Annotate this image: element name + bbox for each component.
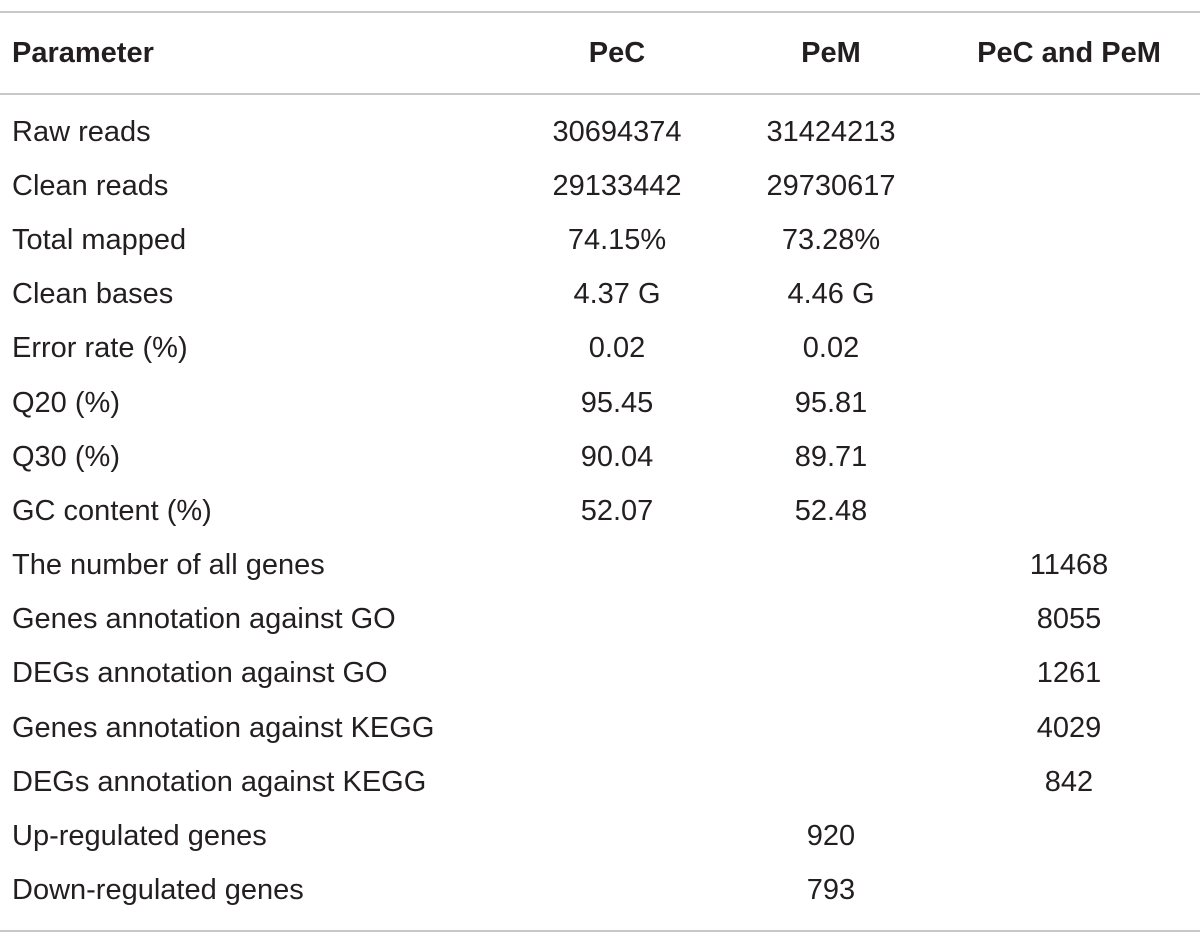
cell-pem: 29730617 <box>766 169 896 202</box>
header-pem: PeM <box>801 36 861 69</box>
cell-pem <box>724 647 938 701</box>
cell-pem: 89.71 <box>794 440 868 473</box>
table-row: Up-regulated genes 920 <box>0 809 1200 863</box>
cell-parameter: Clean bases <box>12 278 174 311</box>
cell-pec: 4.37 G <box>573 278 661 311</box>
cell-pec <box>510 701 724 755</box>
cell-pec-and-pem <box>938 864 1200 918</box>
cell-pec <box>510 755 724 809</box>
table-top-rule <box>0 11 1200 13</box>
cell-pem <box>724 701 938 755</box>
cell-pem: 793 <box>806 874 856 907</box>
cell-pec <box>510 593 724 647</box>
table-row: The number of all genes 11468 <box>0 539 1200 593</box>
header-parameter: Parameter <box>12 36 154 69</box>
cell-pec <box>510 539 724 593</box>
cell-pec: 95.45 <box>580 386 654 419</box>
cell-pec-and-pem <box>938 268 1200 322</box>
table-bottom-rule <box>0 930 1200 932</box>
cell-pec-and-pem <box>938 159 1200 213</box>
cell-pec: 0.02 <box>588 332 646 365</box>
cell-parameter: Q20 (%) <box>12 386 120 419</box>
table-row: Q20 (%) 95.45 95.81 <box>0 376 1200 430</box>
cell-pec-and-pem: 8055 <box>1036 603 1102 636</box>
table-row: Clean reads 29133442 29730617 <box>0 159 1200 213</box>
cell-pec <box>510 864 724 918</box>
cell-parameter: DEGs annotation against KEGG <box>12 765 427 798</box>
cell-pec: 74.15% <box>567 223 667 256</box>
header-spacer <box>0 93 1200 105</box>
cell-pem: 920 <box>806 820 856 853</box>
cell-parameter: Up-regulated genes <box>12 820 267 853</box>
cell-pec-and-pem: 1261 <box>1036 657 1102 690</box>
cell-pec-and-pem: 11468 <box>1029 549 1109 582</box>
table-row: Total mapped 74.15% 73.28% <box>0 213 1200 267</box>
table-row: Error rate (%) 0.02 0.02 <box>0 322 1200 376</box>
header-row: Parameter PeC PeM PeC and PeM <box>0 13 1200 93</box>
cell-parameter: Raw reads <box>12 115 151 148</box>
cell-pec-and-pem <box>938 376 1200 430</box>
cell-pec: 29133442 <box>552 169 682 202</box>
cell-pec: 52.07 <box>580 494 654 527</box>
cell-parameter: Clean reads <box>12 169 169 202</box>
cell-parameter: Genes annotation against KEGG <box>12 711 435 744</box>
cell-parameter: The number of all genes <box>12 549 325 582</box>
cell-parameter: Total mapped <box>12 223 187 256</box>
cell-pec <box>510 809 724 863</box>
header-pec-and-pem: PeC and PeM <box>977 36 1161 69</box>
table-row: DEGs annotation against GO 1261 <box>0 647 1200 701</box>
cell-pem: 95.81 <box>794 386 868 419</box>
cell-pec: 90.04 <box>580 440 654 473</box>
cell-parameter: DEGs annotation against GO <box>12 657 388 690</box>
table-row: Down-regulated genes 793 <box>0 864 1200 918</box>
cell-pem: 31424213 <box>766 115 896 148</box>
table-row: Genes annotation against GO 8055 <box>0 593 1200 647</box>
cell-parameter: Error rate (%) <box>12 332 188 365</box>
cell-pec-and-pem <box>938 322 1200 376</box>
cell-parameter: Q30 (%) <box>12 440 120 473</box>
cell-pec-and-pem <box>938 213 1200 267</box>
table-row: Genes annotation against KEGG 4029 <box>0 701 1200 755</box>
cell-pem <box>724 593 938 647</box>
table-row: DEGs annotation against KEGG 842 <box>0 755 1200 809</box>
table-row: Clean bases 4.37 G 4.46 G <box>0 268 1200 322</box>
cell-pec <box>510 647 724 701</box>
table-row: Raw reads 30694374 31424213 <box>0 105 1200 159</box>
cell-pec-and-pem <box>938 809 1200 863</box>
table-header-rule <box>0 93 1200 95</box>
table-header: Parameter PeC PeM PeC and PeM <box>0 13 1200 105</box>
table-row: GC content (%) 52.07 52.48 <box>0 484 1200 538</box>
header-pec: PeC <box>588 36 646 69</box>
cell-parameter: GC content (%) <box>12 494 212 527</box>
cell-pem: 0.02 <box>802 332 860 365</box>
sequencing-summary-table: Parameter PeC PeM PeC and PeM Raw reads 3… <box>0 13 1200 918</box>
cell-pem: 4.46 G <box>787 278 875 311</box>
cell-pec: 30694374 <box>552 115 682 148</box>
cell-pec-and-pem: 842 <box>1044 765 1094 798</box>
cell-pec-and-pem <box>938 430 1200 484</box>
cell-pem: 52.48 <box>794 494 868 527</box>
cell-parameter: Genes annotation against GO <box>12 603 396 636</box>
table-body: Raw reads 30694374 31424213 Clean reads 2913… <box>0 105 1200 918</box>
cell-pec-and-pem <box>938 484 1200 538</box>
cell-pem <box>724 755 938 809</box>
cell-parameter: Down-regulated genes <box>12 874 304 907</box>
cell-pec-and-pem <box>938 105 1200 159</box>
cell-pec-and-pem: 4029 <box>1036 711 1102 744</box>
cell-pem <box>724 539 938 593</box>
cell-pem: 73.28% <box>781 223 881 256</box>
table-row: Q30 (%) 90.04 89.71 <box>0 430 1200 484</box>
